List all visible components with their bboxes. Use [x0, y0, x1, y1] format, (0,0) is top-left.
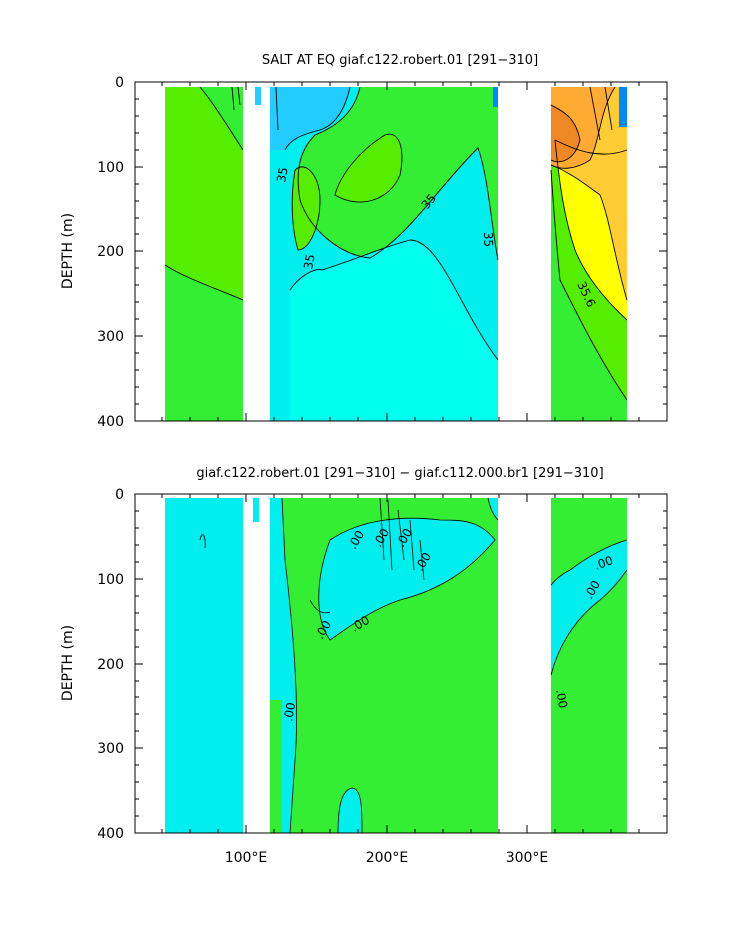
top-y-tick-label: 200 [97, 244, 124, 260]
top-contour-line [284, 86, 351, 151]
top-contour-label: 35 [274, 166, 290, 183]
bottom-fill-left-cyan [165, 498, 243, 833]
top-contour-line [550, 86, 616, 169]
top-y-axis-label: DEPTH (m) [60, 213, 76, 289]
bottom-contour-line [550, 539, 628, 586]
top-panel: SALT AT EQ giaf.c122.robert.01 [291−310] [60, 53, 668, 430]
top-contour-label: 35 [481, 232, 496, 248]
bottom-contour-line [318, 517, 496, 641]
bottom-fill-deep-cyan [338, 788, 362, 833]
top-fill-upper-blue [270, 87, 350, 150]
bottom-contour-fill [165, 498, 627, 833]
top-fill-center-deep [290, 240, 498, 421]
bottom-contour-lines [199, 497, 628, 834]
top-contour-line [589, 86, 613, 141]
top-y-tick-label: 400 [97, 414, 124, 430]
bottom-fill-center-cyan [270, 498, 297, 833]
bottom-contour-line [487, 497, 499, 521]
top-contour-line [550, 164, 628, 301]
top-contour-line [199, 86, 244, 151]
bottom-title: giaf.c122.robert.01 [291−310] − giaf.c11… [196, 466, 603, 481]
bottom-fill-right-cyan [551, 540, 627, 675]
bottom-y-axis: 0 100 200 300 400 DEPTH (m) [60, 487, 667, 842]
top-fill-right-edge-blue [619, 87, 627, 127]
top-y-axis: 0 100 200 300 400 DEPTH (m) [60, 75, 667, 430]
top-contour-line [554, 139, 628, 155]
top-y-tick-label: 300 [97, 329, 124, 345]
bottom-x-axis: 100°E 200°E 300°E [161, 494, 640, 866]
bottom-fill-mid-cyan [318, 518, 495, 640]
top-fill-lime-west [292, 166, 320, 250]
bottom-y-tick-label: 0 [115, 487, 124, 503]
bottom-contour-line [309, 599, 331, 614]
bottom-contour-line [281, 497, 297, 834]
top-fill-left-wedge [200, 87, 243, 150]
top-contour-line [291, 166, 321, 251]
bottom-y-axis-label: DEPTH (m) [60, 625, 76, 701]
top-y-tick-label: 100 [97, 160, 124, 176]
bottom-y-tick-label: 100 [97, 572, 124, 588]
top-fill-lime-blob [335, 134, 402, 203]
bottom-x-tick-label: 300°E [506, 850, 549, 866]
top-contour-line [164, 264, 244, 301]
bottom-y-tick-label: 200 [97, 657, 124, 673]
top-contour-line [550, 169, 628, 401]
top-y-tick-label: 0 [115, 75, 124, 91]
bottom-contour-line [337, 787, 363, 834]
top-contour-line [231, 86, 279, 131]
bottom-contour-line [379, 497, 425, 581]
top-contour-line [334, 133, 403, 203]
bottom-fill-east-cyan [488, 498, 498, 520]
bottom-contour-line [550, 569, 628, 676]
bottom-y-tick-label: 300 [97, 741, 124, 757]
bottom-x-tick-label: 200°E [366, 850, 409, 866]
bottom-y-tick-label: 400 [97, 826, 124, 842]
top-x-axis-ticks [161, 82, 640, 421]
top-fill-strip [255, 87, 261, 105]
bottom-x-tick-label: 100°E [225, 850, 268, 866]
top-contour-line [554, 139, 628, 321]
bottom-contour-label: .00 [553, 688, 570, 709]
bottom-contour-line [199, 534, 206, 549]
bottom-contour-label: .00 [592, 553, 615, 573]
top-title: SALT AT EQ giaf.c122.robert.01 [291−310] [262, 53, 538, 68]
top-fill-left-lower [165, 265, 243, 421]
bottom-panel: giaf.c122.robert.01 [291−310] − giaf.c11… [60, 466, 668, 866]
top-contour-lines [164, 86, 628, 401]
bottom-fill-strip [253, 498, 259, 522]
top-fill-center-edge-blue [493, 87, 498, 107]
top-contour-line [550, 104, 581, 163]
bottom-contour-label: .00 [281, 701, 298, 722]
top-contour-line [289, 239, 499, 361]
top-contour-line [297, 86, 499, 261]
top-contour-label: 35 [301, 253, 317, 270]
